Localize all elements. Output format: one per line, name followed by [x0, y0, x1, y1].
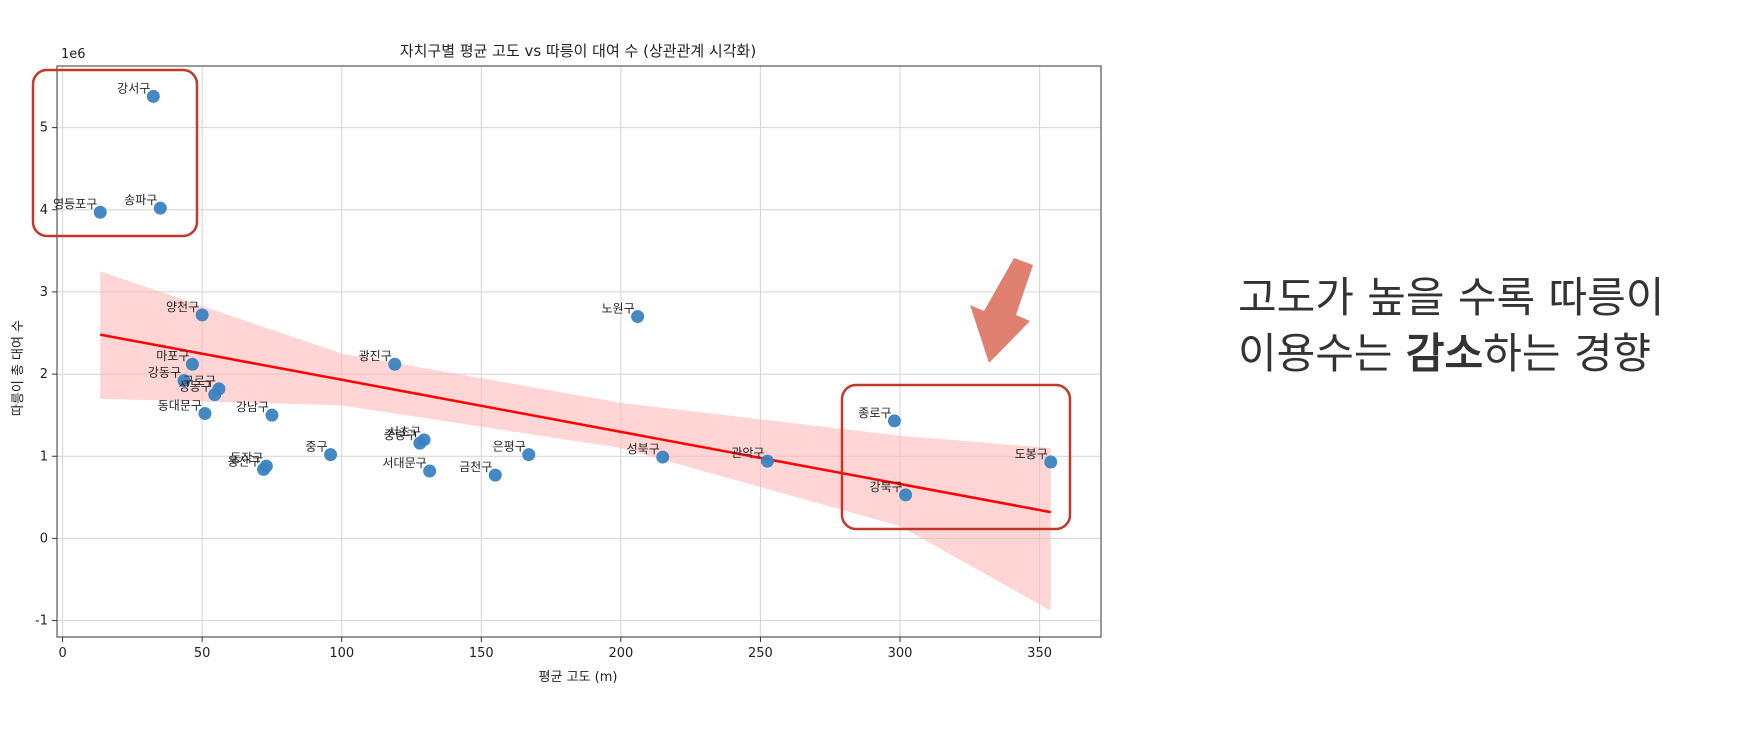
- x-tick-label: 250: [748, 646, 773, 661]
- x-tick-label: 200: [608, 646, 633, 661]
- data-point-label: 강서구: [117, 81, 150, 95]
- x-axis-ticks: 0 50 100 150 200 250 300 350: [58, 637, 1052, 661]
- data-point: [656, 450, 670, 464]
- data-point: [324, 448, 338, 462]
- data-point-label: 양천구: [166, 299, 199, 314]
- y-axis-ticks: -1 0 1 2 3 4 5: [35, 121, 57, 629]
- data-point-label: 강북구: [869, 480, 902, 494]
- data-point: [631, 310, 645, 324]
- data-point: [388, 357, 402, 371]
- data-point: [185, 357, 199, 371]
- data-point-label: 마포구: [156, 349, 189, 363]
- data-point: [257, 462, 271, 476]
- data-point-label: 금천구: [459, 459, 492, 474]
- trend-annotation: 고도가 높을 수록 따릉이 이용수는 감소하는 경향: [1238, 270, 1748, 382]
- data-point: [423, 464, 437, 478]
- data-point: [265, 408, 279, 422]
- data-point-label: 성동구: [179, 380, 212, 394]
- highlight-box-bottom-right: [840, 383, 1072, 531]
- y-tick-label: 1: [40, 449, 48, 464]
- data-point: [1044, 455, 1058, 469]
- annotation-line-1: 고도가 높을 수록 따릉이: [1238, 273, 1665, 322]
- y-tick-label: 0: [40, 531, 48, 546]
- chart-title: 자치구별 평균 고도 vs 따릉이 대여 수 (상관관계 시각화): [400, 42, 756, 60]
- confidence-band: [100, 271, 1051, 611]
- annotation-line-2-prefix: 이용수는: [1238, 329, 1406, 378]
- data-point-label: 강동구: [148, 366, 181, 380]
- down-arrow-icon: [970, 258, 1033, 363]
- data-point-label: 서대문구: [382, 456, 426, 470]
- data-point-label: 노원구: [601, 302, 634, 316]
- y-tick-label: 4: [40, 203, 48, 218]
- data-point-label: 광진구: [359, 349, 392, 363]
- x-tick-label: 50: [194, 646, 211, 661]
- data-point: [488, 468, 502, 482]
- data-point-label: 관악구: [731, 446, 764, 460]
- highlight-box-top-left: [31, 68, 199, 238]
- x-tick-label: 350: [1027, 646, 1052, 661]
- data-point-label: 동작구: [230, 451, 263, 465]
- data-point-label: 은평구: [493, 440, 526, 454]
- data-point: [93, 205, 107, 219]
- x-axis-title: 평균 고도 (m): [539, 670, 618, 685]
- y-scale-label: 1e6: [61, 47, 86, 62]
- data-point-label: 구로구: [183, 374, 216, 388]
- y-tick-label: 2: [40, 367, 48, 382]
- data-point: [413, 436, 427, 450]
- data-point-label: 용산구: [227, 454, 260, 468]
- x-tick-label: 150: [469, 646, 494, 661]
- y-tick-label: -1: [35, 614, 48, 629]
- data-point-label: 송파구: [124, 193, 157, 207]
- y-axis-title: 따릉이 총 대여 수: [11, 320, 26, 416]
- data-point: [195, 308, 209, 322]
- data-point-label: 중구: [305, 440, 327, 454]
- x-tick-label: 0: [58, 646, 66, 661]
- confidence-band-area: [100, 271, 1051, 611]
- data-point: [887, 414, 901, 428]
- y-tick-label: 5: [40, 121, 48, 136]
- data-point: [177, 374, 191, 388]
- data-point-label: 강남구: [236, 400, 269, 414]
- data-point: [153, 201, 167, 215]
- data-points: [93, 89, 1058, 502]
- x-tick-label: 100: [329, 646, 354, 661]
- data-point: [208, 388, 222, 402]
- annotation-bold-word: 감소: [1405, 329, 1484, 378]
- data-point-label: 동대문구: [158, 399, 202, 413]
- data-point: [899, 488, 913, 502]
- annotation-line-2: 이용수는 감소하는 경향: [1238, 326, 1748, 382]
- plot-frame: [56, 65, 1102, 638]
- regression-line-segment: [100, 333, 1051, 514]
- data-point: [198, 407, 212, 421]
- data-point-label: 영등포구: [53, 197, 97, 211]
- data-point-label: 서초구: [388, 425, 421, 439]
- y-tick-label: 3: [40, 285, 48, 300]
- data-point: [146, 89, 160, 103]
- data-point-label: 중랑구: [384, 428, 417, 442]
- x-tick-label: 300: [888, 646, 913, 661]
- data-point-label: 종로구: [858, 406, 891, 420]
- data-point-label: 성북구: [627, 442, 660, 456]
- data-point: [760, 454, 774, 468]
- regression-line: [100, 333, 1051, 514]
- data-point: [522, 448, 536, 462]
- data-point-label: 도봉구: [1015, 447, 1048, 461]
- annotation-line-2-suffix: 하는 경향: [1483, 329, 1652, 378]
